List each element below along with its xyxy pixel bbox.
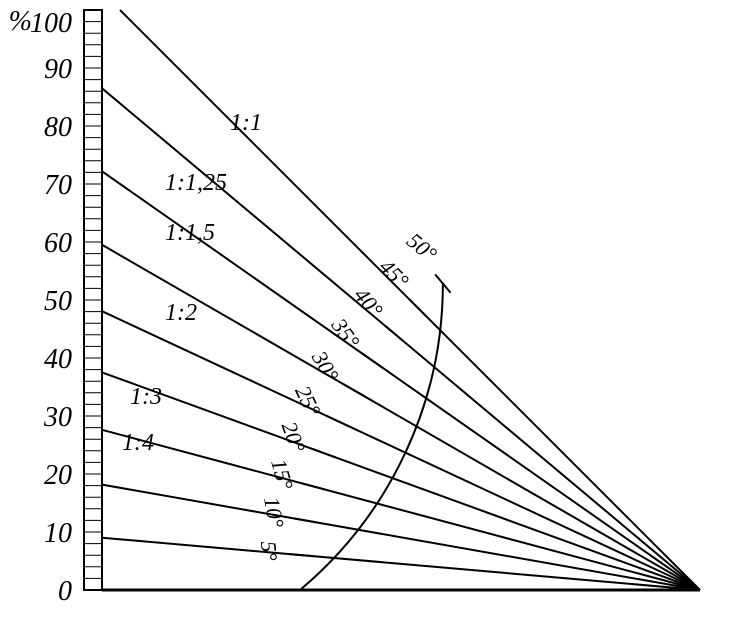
angle-tick bbox=[363, 354, 383, 368]
y-tick-label: 80 bbox=[44, 112, 72, 143]
angle-tick bbox=[302, 483, 325, 489]
slope-ray bbox=[102, 311, 700, 590]
y-tick-label: 20 bbox=[44, 460, 72, 491]
angle-label: 30° bbox=[306, 346, 344, 386]
ratio-label: 1:1,5 bbox=[165, 220, 215, 246]
angle-tick bbox=[290, 554, 314, 556]
angle-label: 50° bbox=[402, 228, 442, 267]
y-tick-label: 30 bbox=[43, 402, 72, 433]
ratio-label: 1:1 bbox=[230, 110, 262, 136]
y-tick-label: 60 bbox=[44, 228, 72, 259]
y-tick-label: 40 bbox=[44, 344, 72, 375]
angle-tick bbox=[294, 518, 318, 522]
y-tick-label: 90 bbox=[44, 54, 72, 85]
slope-ray bbox=[102, 372, 700, 590]
y-tick-label: 100 bbox=[30, 8, 72, 39]
unit-label: % bbox=[9, 6, 32, 37]
angle-label: 40° bbox=[349, 283, 388, 323]
ratio-label: 1:1,25 bbox=[165, 170, 227, 196]
angle-label: 20° bbox=[277, 418, 311, 456]
ratio-label: 1:3 bbox=[130, 384, 162, 410]
angle-label: 15° bbox=[266, 456, 298, 492]
slope-diagram: % 0 10 20 30 40 50 60 70 80 90 100 5° 10°15°20°25°30°… bbox=[0, 0, 744, 632]
angle-label: 25° bbox=[290, 382, 326, 421]
y-tick-label: 70 bbox=[44, 170, 72, 201]
angle-tick bbox=[409, 299, 426, 316]
angle-tick bbox=[327, 416, 349, 426]
y-tick-label: 10 bbox=[44, 518, 72, 549]
slope-ray bbox=[102, 538, 700, 590]
ratio-label: 1:4 bbox=[122, 430, 154, 456]
y-tick-label: 50 bbox=[44, 286, 72, 317]
angle-label: 45° bbox=[374, 254, 414, 294]
angle-tick bbox=[313, 449, 336, 457]
angle-tick bbox=[343, 384, 364, 396]
slope-ray bbox=[102, 430, 700, 590]
y-tick-label: 0 bbox=[58, 576, 72, 607]
angle-label: 35° bbox=[326, 313, 365, 354]
angle-tick bbox=[384, 325, 402, 340]
angle-label: 5° bbox=[256, 540, 283, 562]
angle-label: 10° bbox=[259, 495, 289, 530]
ratio-label: 1:2 bbox=[165, 300, 197, 326]
